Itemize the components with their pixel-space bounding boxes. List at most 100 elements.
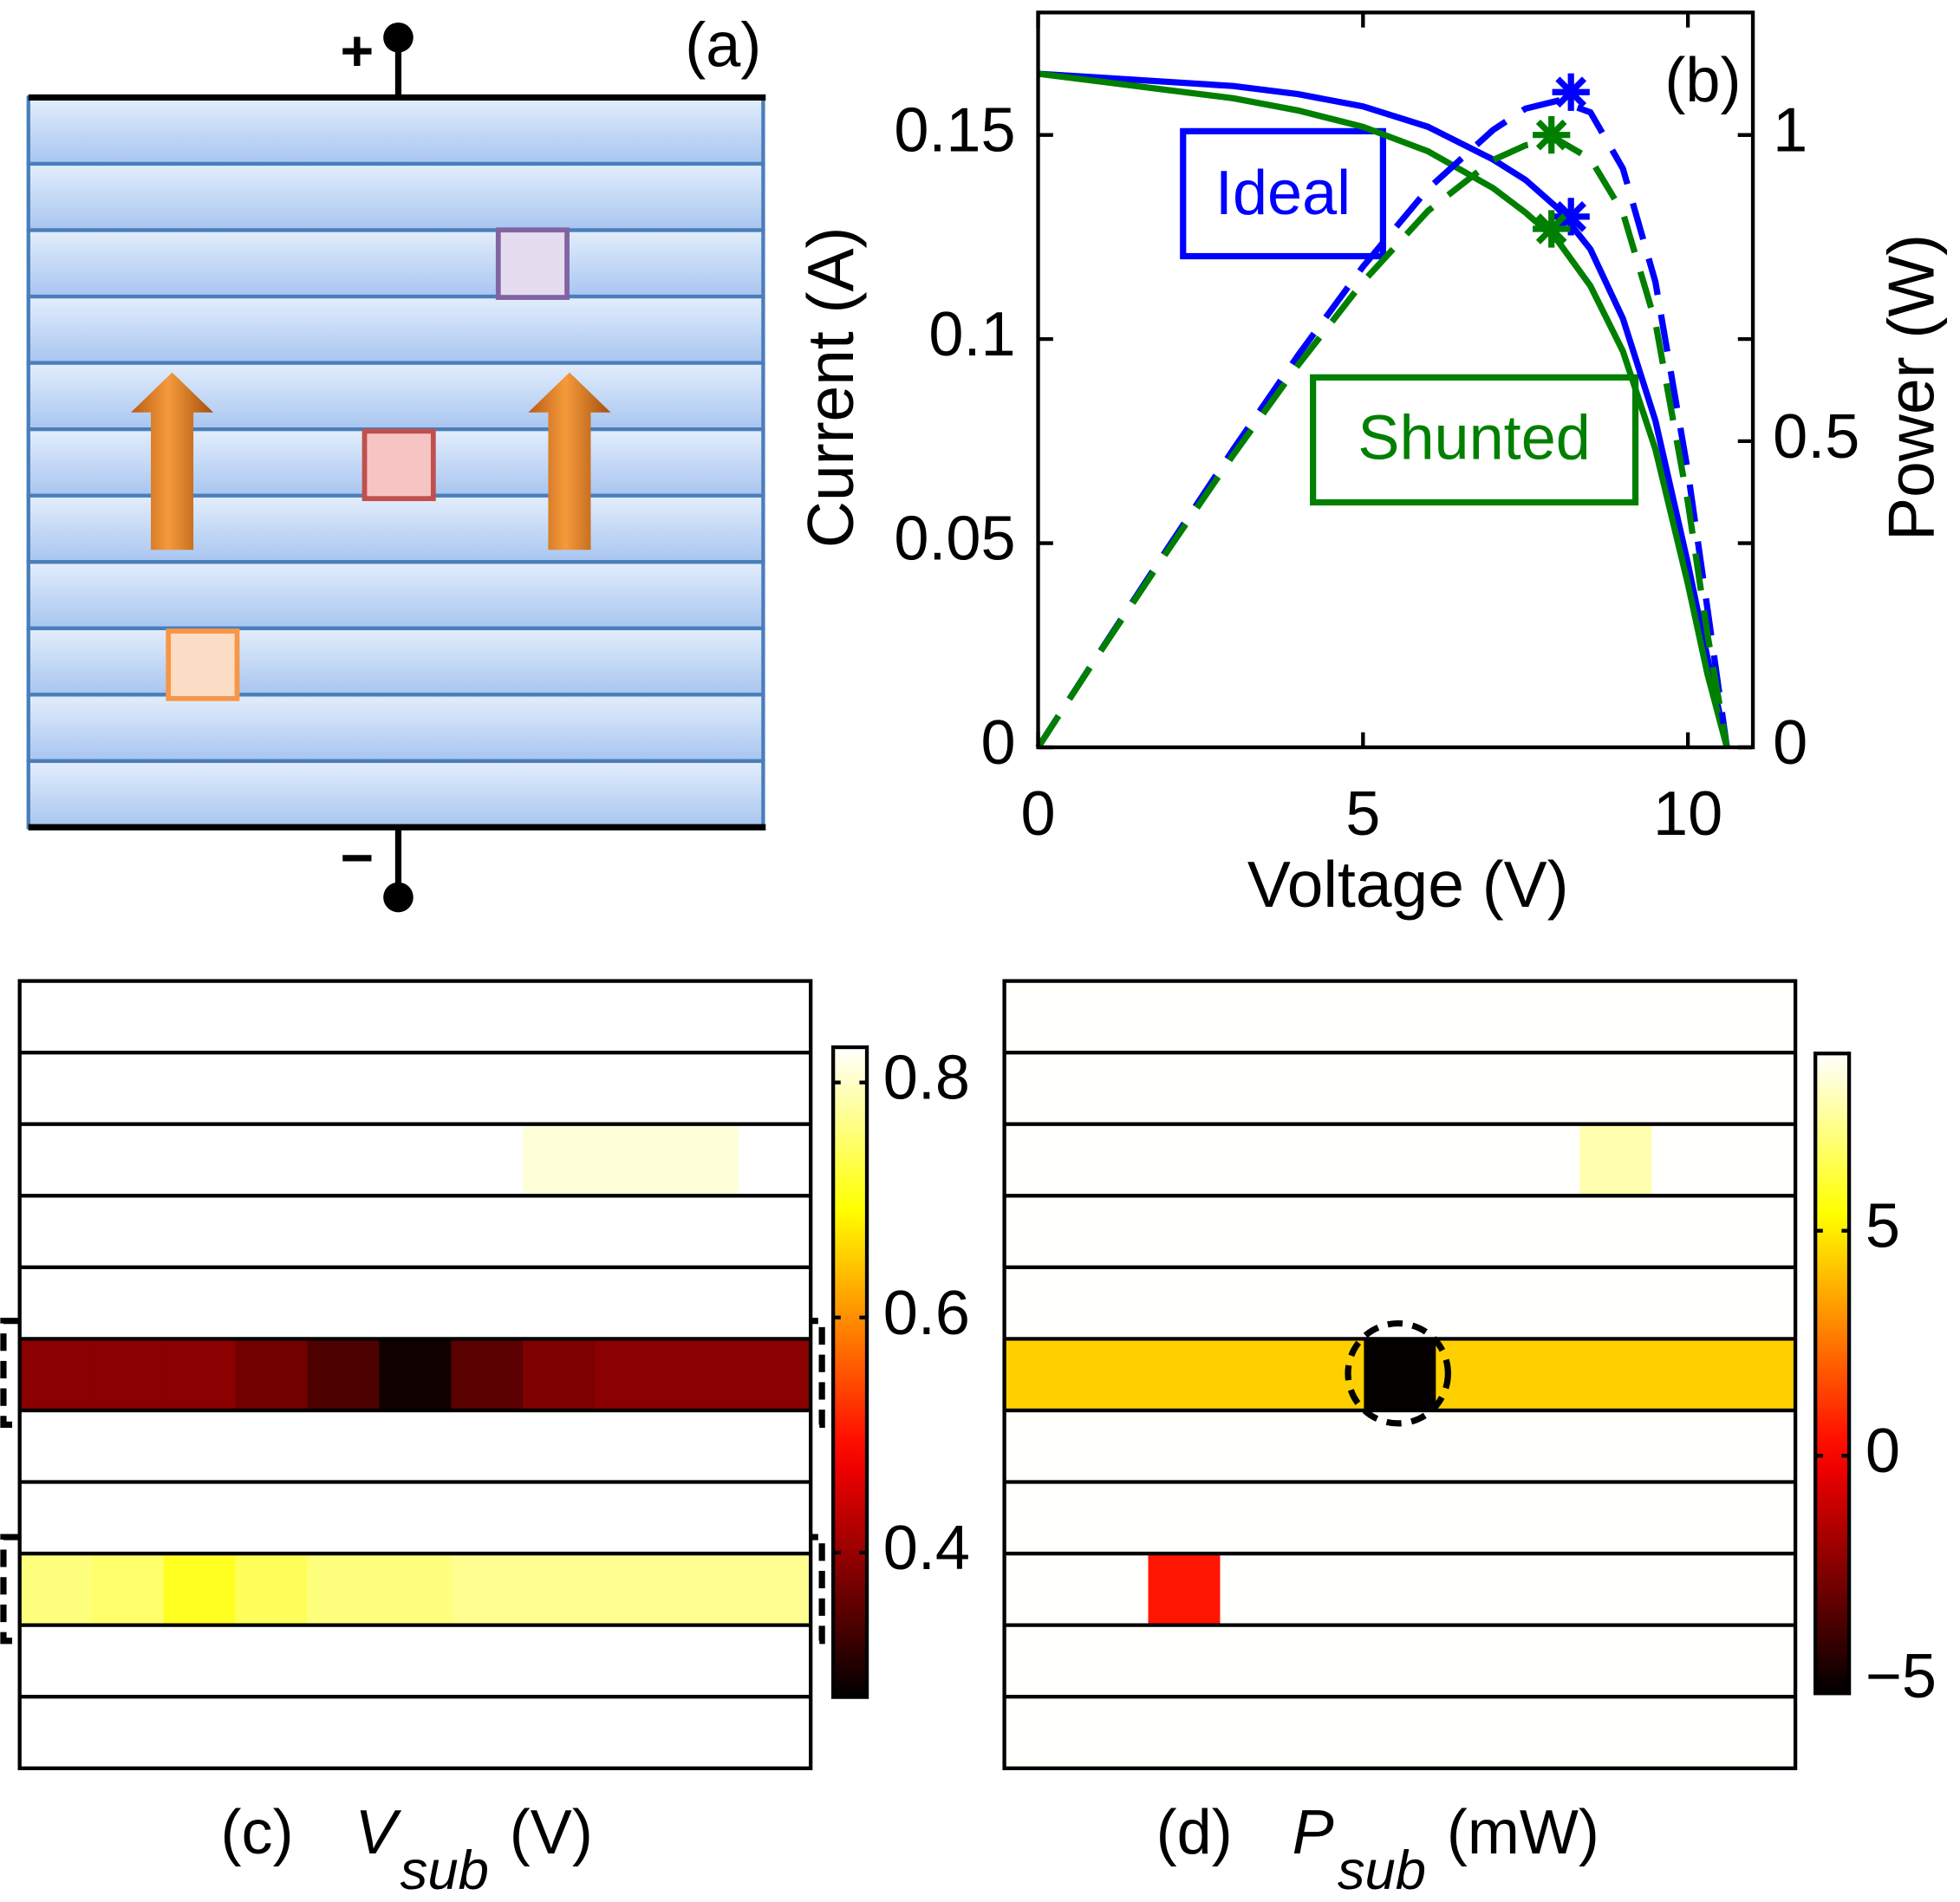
heat-cell	[451, 1554, 524, 1626]
heat-cell	[1579, 980, 1653, 1054]
heat-cell	[1723, 1052, 1796, 1125]
heat-cell	[163, 1554, 237, 1626]
heat-cell	[1436, 1124, 1509, 1197]
heat-cell	[523, 1482, 596, 1554]
heat-cell	[235, 980, 309, 1054]
heat-cell	[739, 1195, 812, 1268]
mpp-marker	[1552, 198, 1590, 236]
heat-cell	[595, 1697, 668, 1769]
mpp-marker	[1533, 210, 1571, 248]
heat-cell	[1436, 1267, 1509, 1340]
heat-cell	[163, 1697, 237, 1769]
heat-cell	[1507, 1554, 1581, 1626]
heat-cell	[1436, 1410, 1509, 1483]
arrow	[130, 372, 214, 550]
heat-cell	[1364, 1697, 1437, 1769]
colorbar	[830, 1045, 869, 1699]
heat-cell	[163, 980, 237, 1054]
heat-cell	[19, 1052, 93, 1125]
heat-cell	[1076, 1482, 1149, 1554]
cell-stripe	[26, 161, 765, 232]
heat-cell	[595, 1195, 668, 1268]
colorbar-tick-label: 0.4	[883, 1514, 970, 1583]
heat-cell	[1436, 1697, 1509, 1769]
heat-cell	[1292, 1697, 1365, 1769]
heat-cell	[19, 1267, 93, 1340]
heat-cell	[1579, 1124, 1653, 1197]
terminal-dot	[383, 882, 413, 913]
heat-cell	[379, 1195, 453, 1268]
heat-cell	[1148, 1124, 1221, 1197]
heat-cell	[91, 1410, 165, 1483]
heat-cell	[1220, 1625, 1293, 1698]
heat-cell	[1220, 980, 1293, 1054]
heat-cell	[1076, 1410, 1149, 1483]
heat-cell	[451, 1052, 524, 1125]
heat-cell	[1364, 980, 1437, 1054]
heat-cell	[1148, 1052, 1221, 1125]
heat-cell	[667, 1052, 740, 1125]
heat-cell	[1723, 1339, 1796, 1411]
schematic: + − (a)	[26, 11, 766, 913]
heat-cell	[235, 1410, 309, 1483]
heat-cell	[1076, 1625, 1149, 1698]
heat-cell	[451, 980, 524, 1054]
heat-cell	[739, 1052, 812, 1125]
heat-cell	[235, 1697, 309, 1769]
heat-cell	[307, 1339, 381, 1411]
heat-cell	[1364, 1554, 1437, 1626]
heat-cell	[1651, 1195, 1725, 1268]
heat-cell	[739, 1267, 812, 1340]
selection-circle	[1345, 1319, 1451, 1427]
heat-cell	[1004, 1052, 1078, 1125]
heat-cell	[1579, 1697, 1653, 1769]
heat-cell	[739, 980, 812, 1054]
heat-cell	[1076, 1267, 1149, 1340]
heat-cell	[91, 1697, 165, 1769]
heat-cell	[1148, 1482, 1221, 1554]
y-tick-label: 0.05	[894, 505, 1015, 574]
heat-cell	[451, 1482, 524, 1554]
heat-cell	[163, 1124, 237, 1197]
panel-label: (a)	[685, 11, 761, 81]
heat-cell	[1004, 1267, 1078, 1340]
heat-cell	[307, 1052, 381, 1125]
heat-cell	[1148, 1339, 1221, 1411]
heat-cell	[595, 1267, 668, 1340]
heat-cell	[1004, 1625, 1078, 1698]
heat-cell	[451, 1124, 524, 1197]
heatmap-frame	[17, 979, 813, 1770]
heat-cell	[1220, 1195, 1293, 1268]
heat-cell	[1723, 1195, 1796, 1268]
heat-cell	[451, 1339, 524, 1411]
heat-cell	[1004, 1554, 1078, 1626]
caption-symbol: P	[1293, 1798, 1334, 1867]
heat-cell	[1292, 1554, 1365, 1626]
annotation-box	[1180, 127, 1386, 260]
heat-cell	[91, 980, 165, 1054]
heat-cell	[1220, 1052, 1293, 1125]
heat-cell	[379, 980, 453, 1054]
heat-cell	[379, 1052, 453, 1125]
plot-frame	[1036, 10, 1755, 750]
heat-cell	[1076, 1339, 1149, 1411]
heat-cell	[1076, 1697, 1149, 1769]
x-tick-label: 0	[1020, 779, 1055, 849]
heat-cell	[1364, 1052, 1437, 1125]
annotation-box	[1310, 374, 1639, 506]
heat-cell	[523, 980, 596, 1054]
heat-cell	[523, 1625, 596, 1698]
heat-cell	[1220, 1339, 1293, 1411]
heat-cell	[1579, 1195, 1653, 1268]
heat-cell	[1651, 1697, 1725, 1769]
heat-cell	[379, 1697, 453, 1769]
panel-label: (d)	[1156, 1798, 1233, 1867]
x-tick-label: 10	[1653, 779, 1722, 849]
heat-cell	[19, 1625, 93, 1698]
heat-cell	[235, 1124, 309, 1197]
heat-cell	[235, 1554, 309, 1626]
heat-cell	[1076, 1124, 1149, 1197]
heat-cell	[595, 1052, 668, 1125]
heat-cell	[595, 1339, 668, 1411]
colorbar	[1813, 1052, 1852, 1696]
